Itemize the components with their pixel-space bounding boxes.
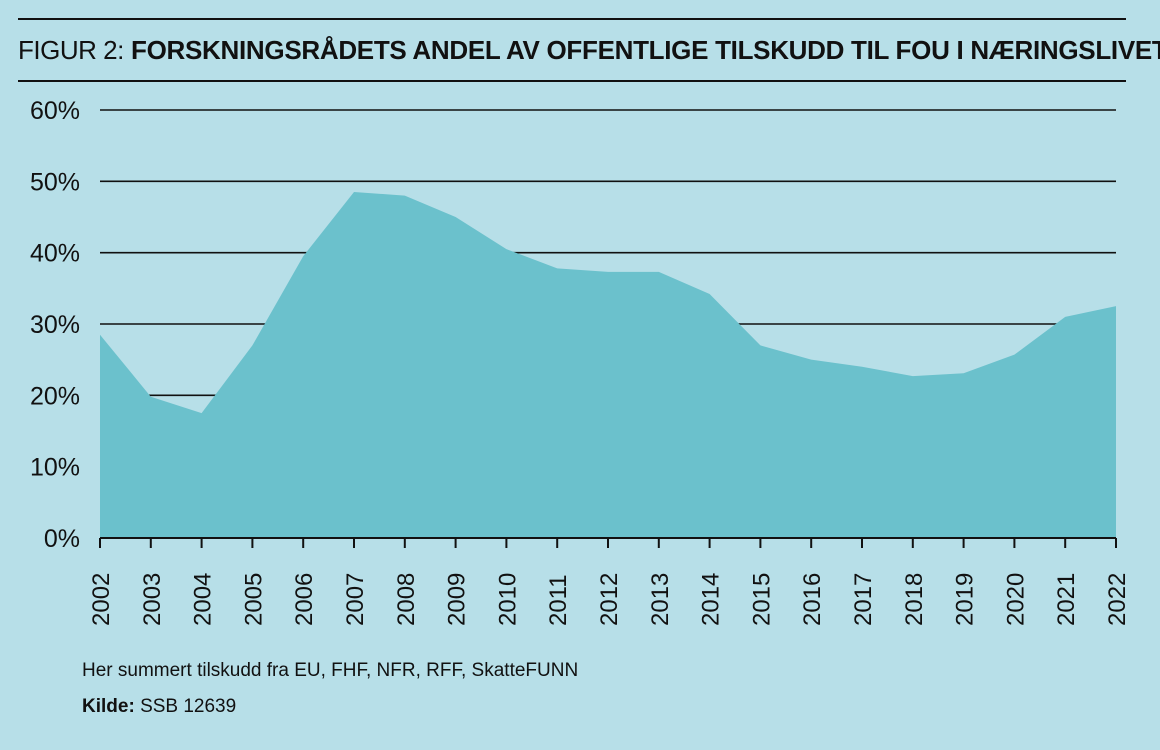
figure-prefix: FIGUR 2: bbox=[18, 35, 124, 65]
title-rule bbox=[18, 80, 1126, 82]
figure-title-text: FORSKNINGSRÅDETS ANDEL AV OFFENTLIGE TIL… bbox=[131, 35, 1160, 65]
x-tick-label-2005: 2005 bbox=[240, 573, 267, 626]
x-tick-label-2010: 2010 bbox=[494, 573, 521, 626]
x-tick-label-2011: 2011 bbox=[545, 574, 572, 626]
x-tick-label-2013: 2013 bbox=[647, 573, 674, 626]
x-tick-label-2016: 2016 bbox=[799, 573, 826, 626]
source-label: Kilde: bbox=[82, 696, 135, 717]
source-value: SSB 12639 bbox=[140, 696, 237, 717]
y-tick-label-20: 20% bbox=[30, 382, 80, 410]
y-tick-label-60: 60% bbox=[30, 97, 80, 125]
x-tick-label-2021: 2021 bbox=[1053, 573, 1080, 626]
x-tick-label-2018: 2018 bbox=[901, 573, 928, 626]
top-rule bbox=[18, 18, 1126, 20]
x-tick-label-2012: 2012 bbox=[596, 573, 623, 626]
summary-note: Her summert tilskudd fra EU, FHF, NFR, R… bbox=[82, 660, 579, 681]
y-tick-label-0: 0% bbox=[44, 525, 80, 553]
y-tick-label-50: 50% bbox=[30, 168, 80, 196]
y-tick-labels: 0% 10% 20% 30% 40% 50% 60% bbox=[30, 97, 80, 553]
x-tick-label-2006: 2006 bbox=[291, 573, 318, 626]
x-tick-label-2008: 2008 bbox=[393, 573, 420, 626]
y-tick-label-10: 10% bbox=[30, 454, 80, 482]
axis-layer bbox=[99, 537, 1117, 548]
figure-title: FIGUR 2: FORSKNINGSRÅDETS ANDEL AV OFFEN… bbox=[18, 31, 1160, 69]
y-tick-label-40: 40% bbox=[30, 240, 80, 268]
x-tick-label-2009: 2009 bbox=[444, 573, 471, 626]
x-tick-labels: 2002 2003 2004 2005 2006 2007 2008 2009 2010 2011… bbox=[88, 573, 1131, 626]
x-tick-label-2007: 2007 bbox=[342, 573, 369, 626]
x-tick-label-2019: 2019 bbox=[952, 573, 979, 626]
x-tick-label-2014: 2014 bbox=[698, 573, 725, 626]
area-layer bbox=[100, 192, 1116, 539]
x-tick-label-2015: 2015 bbox=[748, 573, 775, 626]
y-tick-label-30: 30% bbox=[30, 311, 80, 339]
x-tick-label-2017: 2017 bbox=[850, 573, 877, 626]
area-series bbox=[100, 192, 1116, 539]
x-tick-label-2022: 2022 bbox=[1104, 573, 1131, 626]
source-note: Kilde: SSB 12639 bbox=[82, 694, 236, 720]
x-tick-label-2002: 2002 bbox=[88, 573, 115, 626]
x-tick-label-2004: 2004 bbox=[190, 573, 217, 626]
x-tick-label-2003: 2003 bbox=[139, 573, 166, 626]
x-tick-label-2020: 2020 bbox=[1002, 573, 1029, 626]
